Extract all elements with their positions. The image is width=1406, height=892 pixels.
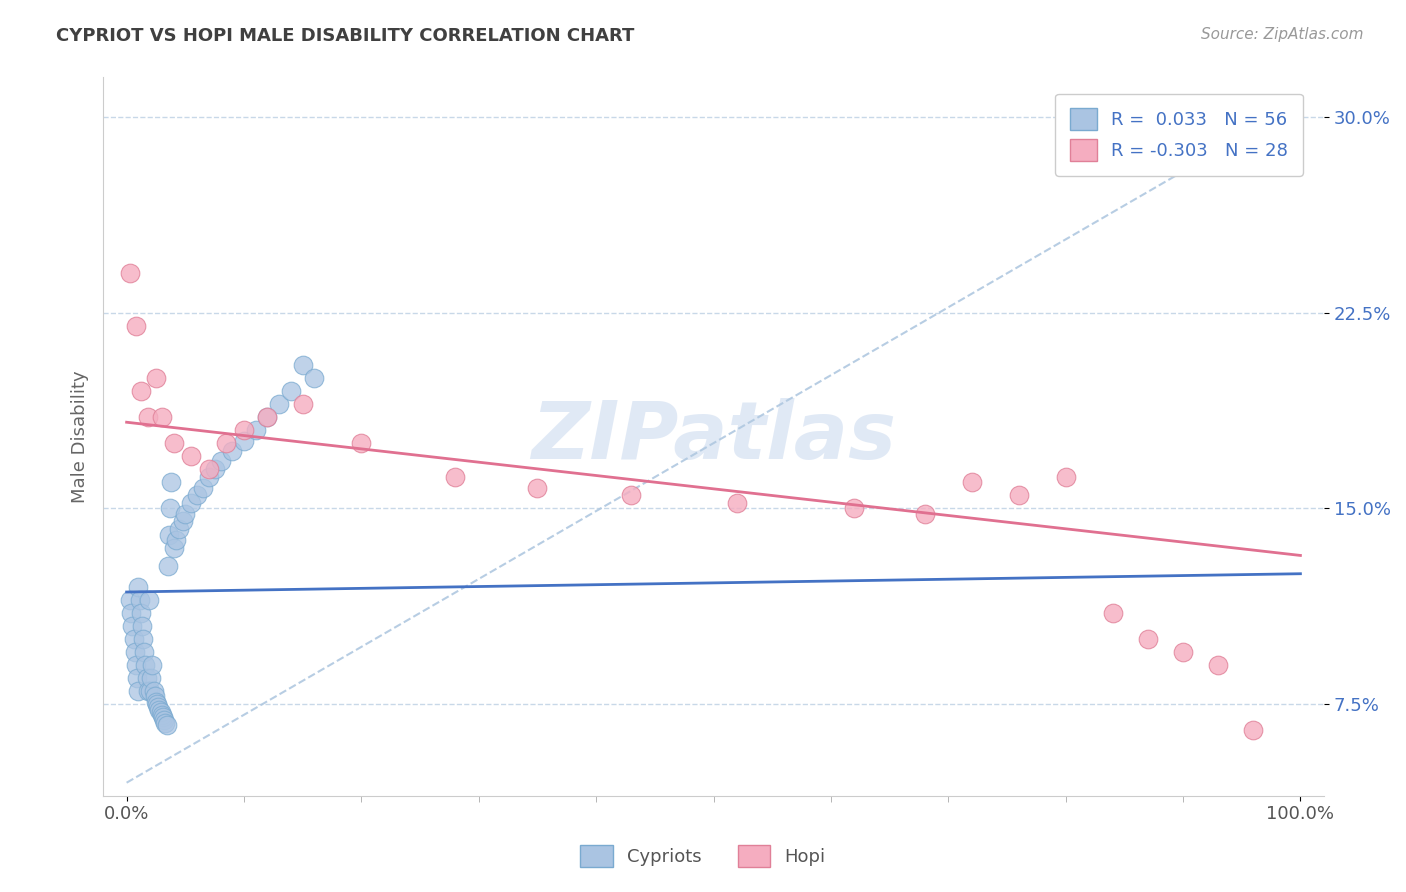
Point xyxy=(444,470,467,484)
Legend: Cypriots, Hopi: Cypriots, Hopi xyxy=(572,838,834,874)
Point xyxy=(134,645,156,659)
Point xyxy=(125,658,148,673)
Point xyxy=(620,488,643,502)
Point xyxy=(122,632,145,646)
Point xyxy=(221,444,243,458)
Point xyxy=(155,715,177,730)
Point xyxy=(131,619,153,633)
Point xyxy=(156,558,179,573)
Point xyxy=(136,684,159,698)
Point xyxy=(280,384,302,398)
Point xyxy=(1136,632,1159,646)
Point xyxy=(141,658,163,673)
Point xyxy=(180,449,202,463)
Point xyxy=(1206,658,1229,673)
Point xyxy=(526,481,548,495)
Text: ZIPatlas: ZIPatlas xyxy=(531,398,896,475)
Point xyxy=(127,671,149,685)
Point xyxy=(157,527,180,541)
Point xyxy=(160,475,183,490)
Point xyxy=(1008,488,1031,502)
Point xyxy=(146,698,169,712)
Point xyxy=(256,409,278,424)
Point xyxy=(304,371,326,385)
Point xyxy=(124,645,146,659)
Point xyxy=(145,695,167,709)
Point xyxy=(129,384,152,398)
Point xyxy=(291,397,314,411)
Point xyxy=(141,671,163,685)
Point xyxy=(162,436,184,450)
Point xyxy=(914,507,936,521)
Point xyxy=(233,423,256,437)
Point xyxy=(142,684,165,698)
Point xyxy=(149,705,172,719)
Point xyxy=(120,606,142,620)
Point xyxy=(120,266,142,280)
Point xyxy=(143,690,166,704)
Point xyxy=(197,462,219,476)
Point xyxy=(245,423,267,437)
Point xyxy=(291,358,314,372)
Point xyxy=(174,507,197,521)
Point xyxy=(125,318,148,333)
Point xyxy=(233,434,256,448)
Point xyxy=(128,592,150,607)
Text: Source: ZipAtlas.com: Source: ZipAtlas.com xyxy=(1201,27,1364,42)
Point xyxy=(215,436,238,450)
Point xyxy=(191,481,214,495)
Point xyxy=(204,462,226,476)
Point xyxy=(169,522,191,536)
Point xyxy=(186,488,208,502)
Point xyxy=(150,409,173,424)
Point xyxy=(844,501,866,516)
Point xyxy=(145,371,167,385)
Point xyxy=(150,707,173,722)
Point xyxy=(159,501,181,516)
Point xyxy=(1101,606,1123,620)
Point xyxy=(960,475,983,490)
Legend: R =  0.033   N = 56, R = -0.303   N = 28: R = 0.033 N = 56, R = -0.303 N = 28 xyxy=(1056,94,1303,176)
Point xyxy=(269,397,291,411)
Point xyxy=(148,702,170,716)
Point xyxy=(180,496,202,510)
Point xyxy=(1243,723,1265,738)
Point xyxy=(197,470,219,484)
Text: CYPRIOT VS HOPI MALE DISABILITY CORRELATION CHART: CYPRIOT VS HOPI MALE DISABILITY CORRELAT… xyxy=(56,27,634,45)
Point xyxy=(1054,470,1077,484)
Point xyxy=(120,592,142,607)
Point xyxy=(139,684,162,698)
Point xyxy=(134,658,156,673)
Point xyxy=(152,710,174,724)
Point xyxy=(162,541,184,555)
Point xyxy=(153,713,176,727)
Point xyxy=(132,632,155,646)
Point xyxy=(1171,645,1194,659)
Point xyxy=(725,496,748,510)
Point xyxy=(121,619,143,633)
Point xyxy=(172,515,194,529)
Point xyxy=(256,409,278,424)
Point xyxy=(209,454,232,468)
Point xyxy=(148,700,170,714)
Point xyxy=(127,684,149,698)
Point xyxy=(135,671,157,685)
Point xyxy=(165,533,187,547)
Y-axis label: Male Disability: Male Disability xyxy=(72,370,89,503)
Point xyxy=(138,592,160,607)
Point xyxy=(127,580,149,594)
Point xyxy=(350,436,373,450)
Point xyxy=(129,606,152,620)
Point xyxy=(136,409,159,424)
Point xyxy=(155,718,177,732)
